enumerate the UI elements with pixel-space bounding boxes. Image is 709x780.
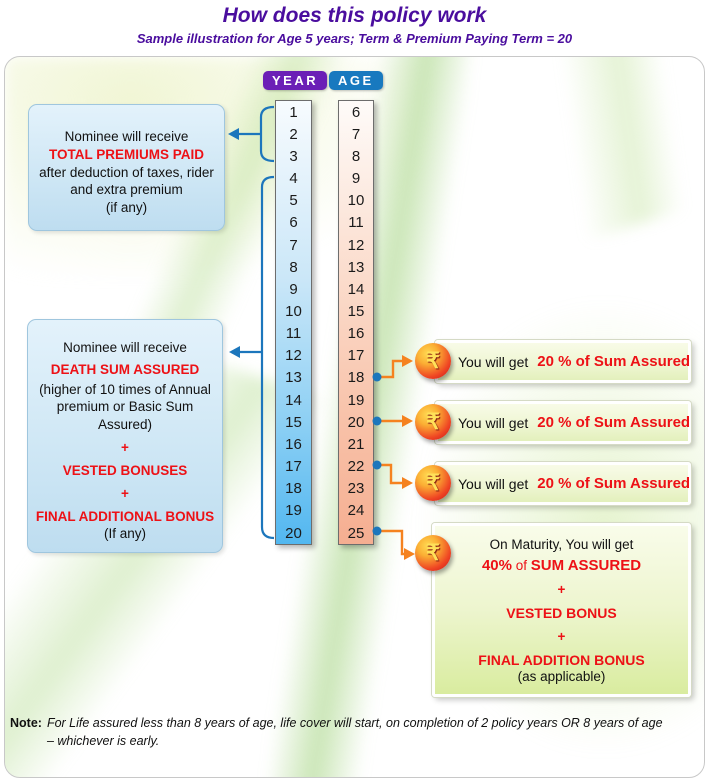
payout-amount: 20 % of Sum Assured	[537, 475, 691, 492]
year-cell: 16	[285, 435, 302, 453]
year-cell: 12	[285, 347, 302, 365]
year-cell: 1	[289, 103, 298, 121]
plus-sign: +	[121, 440, 129, 456]
maturity-benefit-box: On Maturity, You will get 40% of SUM ASS…	[432, 523, 691, 697]
box-text-line: (If any)	[103, 526, 146, 542]
age-cell: 16	[347, 325, 365, 343]
age-cell: 18	[347, 369, 365, 387]
footnote: Note: For Life assured less than 8 years…	[10, 714, 690, 750]
box-text-line: On Maturity, You will get	[489, 537, 634, 552]
age-cell: 24	[347, 502, 365, 520]
age-cell: 19	[347, 391, 365, 409]
box-text-line: (higher of 10 times of Annual	[39, 381, 211, 397]
age-cell: 13	[347, 258, 365, 276]
age-cell: 10	[347, 192, 365, 210]
maturity-amount: 40%	[481, 557, 512, 574]
age-cell: 20	[347, 413, 365, 431]
year-cell: 7	[289, 236, 298, 254]
payout-box-age-20: You will get 20 % of Sum Assured	[435, 401, 691, 444]
death-benefit-late-box: Nominee will receive DEATH SUM ASSURED (…	[27, 319, 223, 553]
year-column-header: YEAR	[263, 71, 328, 90]
rupee-coin-icon: ₹	[415, 465, 451, 501]
year-cell: 20	[285, 524, 302, 542]
page-subtitle: Sample illustration for Age 5 years; Ter…	[136, 31, 573, 46]
payout-box-age-22: You will get 20 % of Sum Assured	[435, 462, 691, 505]
payout-amount: 20 % of Sum Assured	[537, 414, 691, 431]
payout-prefix: You will get	[457, 475, 529, 492]
plus-sign: +	[121, 485, 129, 501]
year-cell: 17	[285, 458, 302, 476]
year-cell: 19	[285, 502, 302, 520]
age-cell: 8	[351, 147, 361, 165]
year-column: 1 2 3 4 5 6 7 8 9 10 11 12 13 14 15 16 17 18 19 20	[275, 100, 312, 545]
age-cell: 14	[347, 280, 365, 298]
page-title: How does this policy work	[222, 4, 487, 27]
footnote-label: Note:	[10, 716, 42, 730]
age-cell: 25	[347, 524, 365, 542]
age-cell: 23	[347, 480, 365, 498]
box-text-highlight: TOTAL PREMIUMS PAID	[48, 146, 204, 162]
box-text-line: after deduction of taxes, rider	[39, 164, 214, 180]
plus-sign: +	[557, 629, 566, 644]
year-cell: 15	[285, 413, 302, 431]
box-text-highlight: VESTED BONUS	[506, 605, 617, 621]
age-cell: 6	[351, 103, 361, 121]
year-cell: 13	[285, 369, 302, 387]
box-text-line: premium or Basic Sum	[56, 399, 194, 415]
payout-prefix: You will get	[457, 414, 529, 431]
year-cell: 9	[289, 280, 298, 298]
rupee-coin-icon: ₹	[415, 343, 451, 379]
box-text-line: Nominee will receive	[64, 129, 189, 144]
payout-amount: 20 % of Sum Assured	[537, 353, 691, 370]
box-text-highlight: VESTED BONUSES	[62, 462, 188, 478]
age-cell: 9	[351, 170, 361, 188]
rupee-coin-icon: ₹	[415, 404, 451, 440]
year-cell: 14	[285, 391, 302, 409]
of-word: of	[515, 558, 527, 573]
box-text-highlight: FINAL ADDITIONAL BONUS	[35, 508, 215, 524]
box-text-line: (if any)	[105, 200, 148, 216]
box-text-line: and extra premium	[70, 182, 183, 198]
age-cell: 12	[347, 236, 365, 254]
background-decoration	[459, 57, 704, 263]
year-cell: 18	[285, 480, 302, 498]
payout-prefix: You will get	[457, 353, 529, 370]
age-column: 6 7 8 9 10 11 12 13 14 15 16 17 18 19 20 21 22 23 24 25	[338, 100, 374, 545]
age-cell: 21	[347, 435, 365, 453]
year-cell: 5	[289, 192, 298, 210]
year-cell: 2	[289, 125, 298, 143]
box-text-line: Nominee will receive	[63, 340, 187, 355]
payout-box-age-18: You will get 20 % of Sum Assured	[435, 340, 691, 383]
year-cell: 3	[289, 147, 298, 165]
year-cell: 11	[285, 325, 302, 343]
age-cell: 17	[347, 347, 365, 365]
box-text-line: Assured)	[97, 417, 153, 433]
rupee-coin-icon: ₹	[415, 535, 451, 571]
maturity-amount-line: 40% of SUM ASSURED	[435, 557, 688, 574]
year-cell: 6	[289, 214, 298, 232]
plus-sign: +	[557, 582, 566, 597]
age-cell: 22	[347, 458, 365, 476]
footnote-text: For Life assured less than 8 years of ag…	[46, 716, 663, 749]
maturity-amount-target: SUM ASSURED	[530, 557, 642, 574]
box-text-highlight: FINAL ADDITION BONUS	[478, 652, 645, 668]
box-text-highlight: DEATH SUM ASSURED	[50, 361, 200, 377]
year-cell: 8	[289, 258, 298, 276]
box-text-line: (as applicable)	[517, 669, 606, 684]
year-cell: 10	[285, 302, 302, 320]
age-cell: 15	[347, 302, 365, 320]
age-column-header: AGE	[329, 71, 383, 90]
age-cell: 7	[351, 125, 361, 143]
age-cell: 11	[348, 214, 364, 232]
death-benefit-early-box: Nominee will receive TOTAL PREMIUMS PAID…	[28, 104, 225, 231]
year-cell: 4	[289, 170, 298, 188]
